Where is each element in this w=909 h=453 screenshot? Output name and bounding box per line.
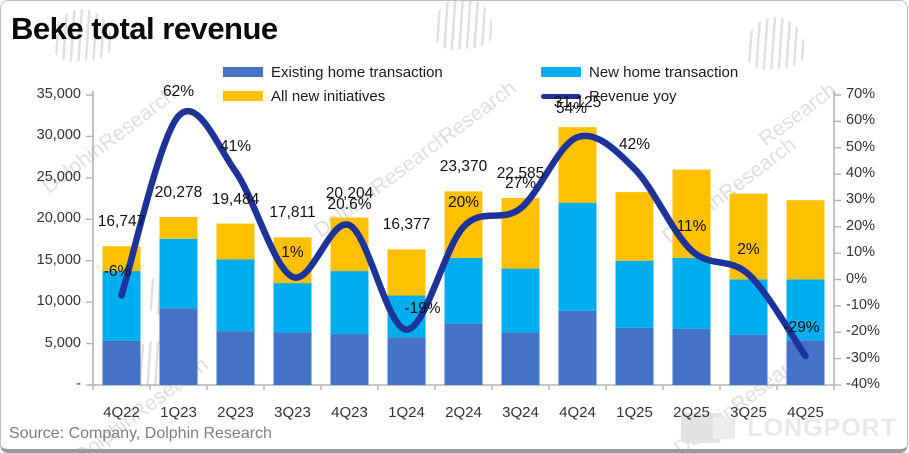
legend-item-existing-home: Existing home transaction: [223, 63, 443, 81]
bar-segment-new-home-transaction: [444, 257, 483, 324]
bar-segment-existing-home-transaction: [729, 334, 768, 385]
bar-segment-new-home-transaction: [615, 260, 654, 328]
legend-label: Existing home transaction: [271, 63, 443, 81]
bar-segment-existing-home-transaction: [615, 327, 654, 385]
chart-title: Beke total revenue: [11, 11, 278, 46]
legend-item-new-home: New home transaction: [541, 63, 739, 81]
legend-item-new-initiatives: All new initiatives: [223, 87, 386, 105]
bar-segment-all-new-initiatives: [615, 192, 654, 261]
longport-logo-icon: [681, 413, 736, 443]
bar-segment-existing-home-transaction: [558, 310, 597, 385]
bar-segment-existing-home-transaction: [672, 328, 711, 385]
bar-segment-new-home-transaction: [216, 259, 255, 332]
legend-label: All new initiatives: [271, 87, 386, 105]
bar-segment-new-home-transaction: [159, 238, 198, 309]
longport-wordmark: LONGPORT: [747, 413, 897, 442]
bar-segment-new-home-transaction: [558, 202, 597, 311]
legend-swatch-new-home: [541, 67, 581, 77]
bar-segment-existing-home-transaction: [102, 340, 141, 385]
bar-segment-existing-home-transaction: [159, 308, 198, 385]
bar-segment-existing-home-transaction: [444, 323, 483, 385]
bar-segment-all-new-initiatives: [159, 216, 198, 239]
bar-segment-all-new-initiatives: [672, 169, 711, 258]
bar-segment-existing-home-transaction: [330, 334, 369, 385]
bar-segment-existing-home-transaction: [387, 337, 426, 385]
revenue-yoy-line: [118, 107, 809, 360]
bar-segment-existing-home-transaction: [501, 332, 540, 385]
bar-segment-new-home-transaction: [273, 283, 312, 333]
legend-swatch-new-initiatives: [223, 91, 263, 101]
legend-swatch-existing-home: [223, 67, 263, 77]
bar-segment-all-new-initiatives: [387, 249, 426, 296]
bar-segment-existing-home-transaction: [216, 331, 255, 385]
legend-swatch-revenue-yoy: [541, 93, 581, 99]
legend-label: Revenue yoy: [589, 87, 677, 105]
longport-watermark: LONGPORT: [681, 413, 897, 443]
bar-segment-new-home-transaction: [672, 257, 711, 329]
legend-item-revenue-yoy: Revenue yoy: [541, 87, 677, 105]
bar-segment-new-home-transaction: [102, 271, 141, 341]
bar-segment-all-new-initiatives: [786, 200, 825, 280]
bar-segment-new-home-transaction: [501, 268, 540, 333]
bar-segment-new-home-transaction: [330, 271, 369, 335]
source-note: Source: Company, Dolphin Research: [9, 425, 272, 442]
bar-segment-existing-home-transaction: [786, 340, 825, 385]
legend-label: New home transaction: [589, 63, 739, 81]
bar-segment-all-new-initiatives: [216, 223, 255, 260]
bar-segment-existing-home-transaction: [273, 332, 312, 385]
